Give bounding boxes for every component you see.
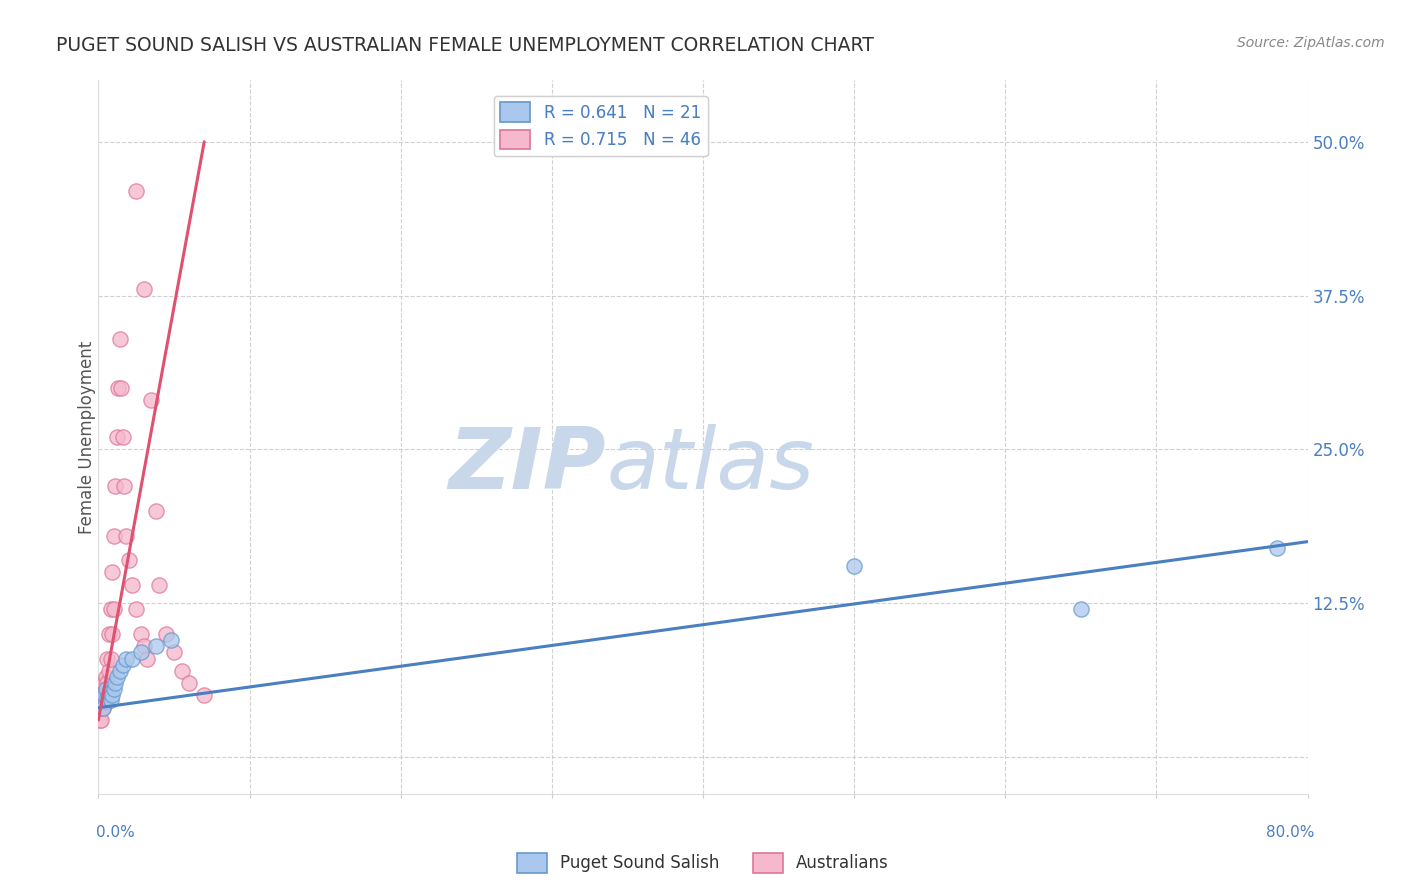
- Point: [135, 651, 157, 665]
- Point: [98, 627, 121, 641]
- Point: [93, 689, 115, 703]
- Point: [96, 651, 118, 665]
- Point: [125, 184, 148, 198]
- Text: 0.0%: 0.0%: [96, 825, 135, 840]
- Point: [91, 700, 114, 714]
- Point: [94, 695, 117, 709]
- Point: [107, 381, 129, 395]
- Point: [129, 627, 152, 641]
- Point: [94, 670, 117, 684]
- Point: [114, 528, 136, 542]
- Point: [108, 332, 131, 346]
- Point: [163, 645, 186, 659]
- Point: [160, 633, 183, 648]
- Text: PUGET SOUND SALISH VS AUSTRALIAN FEMALE UNEMPLOYMENT CORRELATION CHART: PUGET SOUND SALISH VS AUSTRALIAN FEMALE …: [56, 36, 875, 54]
- Point: [100, 602, 122, 616]
- Point: [104, 479, 127, 493]
- Point: [114, 651, 136, 665]
- Point: [93, 689, 115, 703]
- Point: [170, 664, 193, 678]
- Point: [145, 504, 167, 518]
- Text: ZIP: ZIP: [449, 424, 606, 508]
- Point: [145, 639, 167, 653]
- Point: [100, 693, 122, 707]
- Point: [90, 713, 112, 727]
- Point: [1267, 541, 1289, 555]
- Point: [103, 528, 125, 542]
- Y-axis label: Female Unemployment: Female Unemployment: [79, 341, 96, 533]
- Point: [132, 282, 155, 296]
- Point: [91, 700, 114, 714]
- Point: [179, 676, 201, 690]
- Point: [844, 559, 866, 574]
- Point: [111, 657, 134, 672]
- Point: [193, 689, 215, 703]
- Point: [101, 689, 124, 703]
- Point: [103, 682, 125, 697]
- Point: [105, 670, 128, 684]
- Point: [118, 553, 141, 567]
- Point: [108, 664, 131, 678]
- Point: [101, 566, 124, 580]
- Point: [125, 602, 148, 616]
- Point: [90, 695, 112, 709]
- Point: [110, 381, 132, 395]
- Text: Source: ZipAtlas.com: Source: ZipAtlas.com: [1237, 36, 1385, 50]
- Point: [103, 602, 125, 616]
- Legend: R = 0.641   N = 21, R = 0.715   N = 46: R = 0.641 N = 21, R = 0.715 N = 46: [494, 95, 707, 156]
- Point: [121, 651, 143, 665]
- Point: [94, 682, 117, 697]
- Point: [112, 479, 135, 493]
- Point: [90, 689, 112, 703]
- Point: [100, 651, 122, 665]
- Point: [89, 713, 111, 727]
- Point: [96, 690, 118, 705]
- Point: [96, 676, 118, 690]
- Point: [89, 689, 111, 703]
- Point: [105, 430, 128, 444]
- Text: atlas: atlas: [606, 424, 814, 508]
- Point: [98, 664, 121, 678]
- Text: 80.0%: 80.0%: [1267, 825, 1315, 840]
- Point: [132, 639, 155, 653]
- Point: [89, 700, 111, 714]
- Point: [111, 430, 134, 444]
- Point: [93, 676, 115, 690]
- Point: [155, 627, 177, 641]
- Point: [104, 676, 127, 690]
- Point: [101, 627, 124, 641]
- Point: [91, 682, 114, 697]
- Point: [141, 393, 163, 408]
- Legend: Puget Sound Salish, Australians: Puget Sound Salish, Australians: [510, 847, 896, 880]
- Point: [121, 578, 143, 592]
- Point: [129, 645, 152, 659]
- Point: [98, 686, 121, 700]
- Point: [148, 578, 170, 592]
- Point: [1070, 602, 1092, 616]
- Point: [90, 700, 112, 714]
